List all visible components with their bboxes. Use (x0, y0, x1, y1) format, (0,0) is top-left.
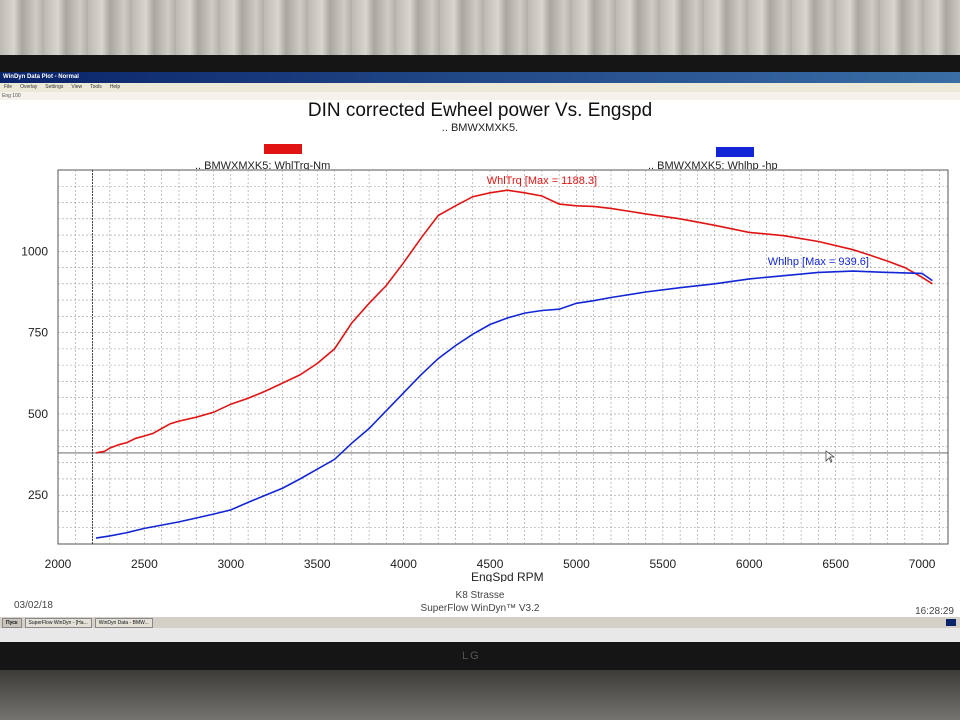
y-tick-label: 500 (28, 407, 48, 421)
menu-bar: File Overlay Settings View Tools Help (0, 83, 960, 92)
chart-title: DIN corrected Ewheel power Vs. Engspd (307, 100, 653, 121)
window-titlebar[interactable]: WinDyn Data Plot - Normal (0, 72, 960, 83)
taskbar-item-windyn[interactable]: SuperFlow WinDyn - [Ha... (24, 617, 92, 628)
legend-swatch-torque (264, 144, 302, 154)
legend-label-torque: .. BMWXMXK5: WhlTrq-Nm (195, 160, 331, 172)
y-tick-label: 750 (28, 326, 48, 340)
x-tick-label: 4000 (390, 557, 417, 571)
x-tick-label: 5000 (563, 557, 590, 571)
dyno-chart: 2000 2500 3000 3500 4000 4500 5000 5500 6000 6500… (21, 169, 949, 582)
chart-subtitle: .. BMWXMXK5. (441, 122, 519, 134)
menu-item-tools[interactable]: Tools (90, 84, 102, 90)
menu-item-file[interactable]: File (4, 84, 13, 90)
taskbar: Пуск SuperFlow WinDyn - [Ha... WinDyn Da… (0, 616, 960, 628)
footer-time: 16:28:29 (915, 606, 954, 617)
series-line-torque (95, 189, 933, 454)
x-axis-label: EngSpd RPM (471, 570, 544, 582)
plot-area (57, 169, 949, 545)
menu-item-view[interactable]: View (71, 84, 83, 90)
y-tick-label: 1000 (21, 244, 48, 258)
series-line-hp (95, 270, 933, 539)
menu-item-help[interactable]: Help (109, 84, 121, 90)
toolbar: Eng 100 (0, 92, 960, 100)
system-tray-icon (946, 619, 956, 626)
legend-label-hp: .. BMWXMXK5: Whlhp -hp (648, 160, 778, 172)
footer-software: SuperFlow WinDyn™ V3.2 (420, 603, 540, 614)
menu-item-settings[interactable]: Settings (45, 84, 64, 90)
annotation-hp-max: Whlhp [Max = 939.6] (768, 256, 869, 268)
desk-area (0, 670, 960, 720)
mouse-cursor-icon (825, 450, 836, 463)
annotation-torque-max: WhlTrq [Max = 1188.3] (487, 175, 597, 187)
footer-location: K8 Strasse (455, 590, 505, 601)
screen-bottom-strip (0, 628, 960, 642)
menu-item-overlay[interactable]: Overlay (20, 84, 38, 90)
x-tick-label: 6500 (822, 557, 849, 571)
monitor-brand-logo: LG (462, 650, 481, 662)
x-tick-label: 4500 (477, 557, 504, 571)
start-button[interactable]: Пуск (2, 617, 22, 628)
legend-swatch-hp (716, 147, 754, 157)
y-tick-label: 250 (28, 488, 48, 502)
x-tick-label: 6000 (736, 557, 763, 571)
x-tick-label: 5500 (650, 557, 677, 571)
x-tick-label: 3000 (217, 557, 244, 571)
taskbar-item-data[interactable]: WinDyn Data - BMW... (94, 617, 153, 628)
footer-date: 03/02/18 (14, 600, 53, 611)
x-tick-label: 2500 (131, 557, 158, 571)
x-tick-label: 2000 (45, 557, 72, 571)
x-tick-label: 3500 (304, 557, 331, 571)
x-tick-label: 7000 (909, 557, 936, 571)
